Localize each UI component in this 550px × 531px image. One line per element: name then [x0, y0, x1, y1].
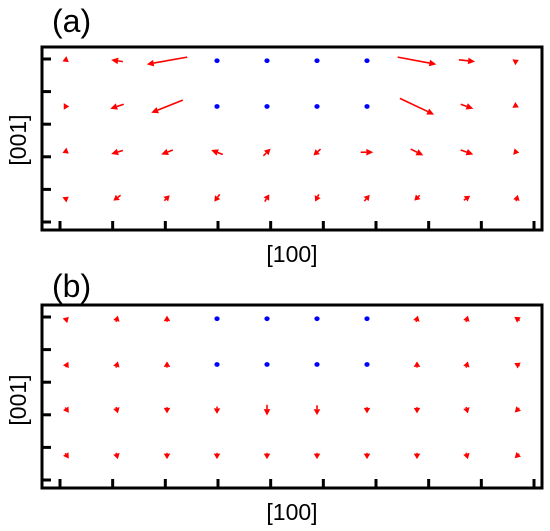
vector-arrow: [113, 194, 122, 201]
panel-b-frame: [40, 303, 544, 490]
zero-vector-dot: [314, 362, 320, 367]
vector-arrow: [63, 406, 69, 413]
vector-arrow: [213, 452, 221, 460]
vector-arrow: [363, 452, 371, 460]
vector-arrow: [62, 56, 69, 63]
panel-a-label: (a): [52, 3, 91, 39]
vector-arrow: [513, 148, 520, 155]
zero-vector-dot: [264, 104, 270, 109]
zero-vector-dot: [364, 58, 370, 64]
vector-arrow: [463, 315, 470, 323]
zero-vector-dot: [264, 362, 270, 367]
vector-arrow: [211, 149, 224, 156]
zero-vector-dot: [314, 58, 320, 64]
panel-b-ticks: [42, 315, 536, 488]
zero-vector-dot: [214, 362, 220, 367]
vector-arrow: [313, 405, 321, 416]
vector-arrow: [514, 316, 521, 323]
vector-arrow: [62, 361, 69, 369]
vector-arrow: [263, 452, 271, 460]
vector-arrow: [62, 196, 69, 203]
vector-arrow: [363, 407, 371, 414]
panel-b: (b) [100] [001]: [5, 268, 544, 525]
vector-arrow: [214, 193, 221, 202]
zero-vector-dot: [264, 58, 270, 64]
vector-arrow: [397, 56, 437, 67]
vector-arrow: [313, 452, 321, 460]
vector-arrow: [113, 315, 120, 323]
vector-arrow: [413, 407, 421, 414]
vector-arrow: [63, 452, 69, 459]
vector-arrow: [263, 404, 271, 416]
vector-arrow: [363, 194, 370, 202]
vector-arrow: [263, 194, 270, 202]
panel-b-y-axis-label: [001]: [5, 374, 31, 425]
panel-a-x-axis-label: [100]: [266, 241, 317, 267]
vector-arrow: [110, 103, 125, 110]
vector-arrow: [111, 148, 124, 156]
vector-arrow: [410, 148, 424, 156]
zero-vector-dot: [264, 316, 270, 322]
panel-b-label: (b): [52, 268, 91, 304]
vector-arrow: [463, 452, 470, 460]
vector-arrow: [460, 103, 474, 110]
zero-vector-dot: [214, 104, 220, 109]
vector-arrow: [414, 194, 421, 201]
panel-a-frame: [40, 45, 544, 232]
panel-a-marks: [62, 56, 520, 203]
vector-arrow: [463, 406, 470, 414]
vector-arrow: [113, 406, 120, 414]
vector-arrow: [514, 362, 521, 369]
zero-vector-dot: [364, 362, 370, 367]
vector-arrow: [514, 406, 521, 413]
vector-arrow: [146, 56, 188, 67]
vector-arrow: [513, 194, 520, 202]
vector-arrow: [413, 315, 420, 323]
zero-vector-dot: [214, 58, 220, 64]
vector-arrow: [113, 361, 120, 368]
vector-arrow: [463, 195, 471, 202]
vector-arrow: [262, 148, 271, 157]
zero-vector-dot: [364, 104, 370, 109]
vector-arrow: [163, 407, 171, 414]
panel-b-x-axis-label: [100]: [266, 499, 317, 525]
vector-arrow: [458, 57, 476, 65]
vector-arrow: [413, 361, 421, 368]
vector-arrow: [360, 148, 374, 156]
panel-a-y-axis-label: [001]: [5, 114, 31, 165]
vector-arrow: [163, 361, 171, 368]
vector-arrow: [314, 194, 321, 202]
vector-arrow: [213, 406, 221, 414]
vector-arrow: [63, 103, 70, 110]
vector-arrow: [163, 315, 171, 322]
vector-arrow: [111, 57, 123, 65]
vector-arrow: [512, 101, 519, 108]
panel-a-ticks: [42, 57, 536, 230]
vector-arrow: [151, 99, 184, 114]
vector-arrow: [313, 148, 322, 156]
vector-arrow: [62, 147, 69, 154]
vector-arrow: [514, 452, 521, 459]
zero-vector-dot: [314, 316, 320, 322]
vector-arrow: [163, 195, 170, 202]
panel-b-marks: [62, 315, 521, 460]
zero-vector-dot: [214, 316, 220, 322]
panel-a: (a) [100] [001]: [5, 3, 544, 267]
vector-arrow: [460, 149, 474, 156]
zero-vector-dot: [364, 316, 370, 322]
vector-arrow: [512, 59, 519, 66]
vector-arrow: [113, 452, 120, 460]
vector-arrow: [161, 148, 174, 156]
vector-arrow: [399, 97, 435, 115]
vector-arrow: [413, 452, 421, 460]
vector-arrow: [163, 452, 171, 460]
vector-arrow: [62, 316, 69, 324]
vector-arrow: [463, 361, 470, 368]
zero-vector-dot: [314, 104, 320, 109]
